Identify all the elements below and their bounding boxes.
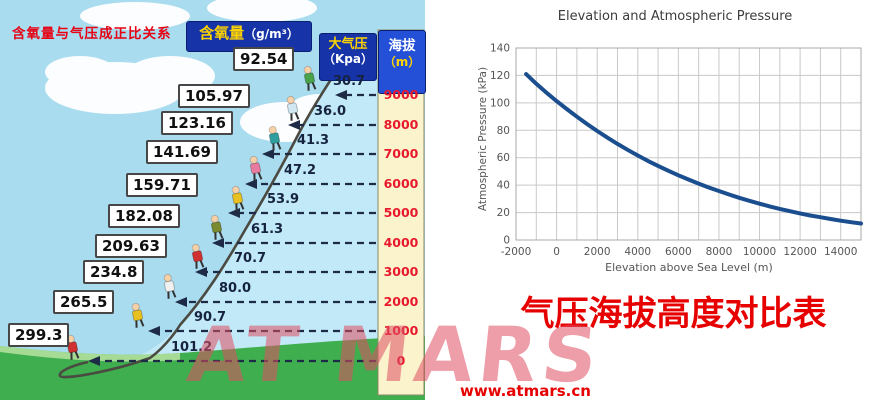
pressure-elevation-chart: Elevation and Atmospheric Pressure Atmos… (455, 3, 870, 288)
elevation-column-header: 海拔 （m） (378, 30, 426, 94)
x-tick-label: 2000 (584, 246, 611, 258)
y-tick-label: 60 (497, 152, 510, 164)
chart-y-axis-label: Atmospheric Pressure (kPa) (477, 66, 489, 212)
y-tick-label: 120 (490, 70, 510, 82)
y-tick-label: 0 (503, 235, 510, 247)
chart-title: Elevation and Atmospheric Pressure (557, 9, 793, 24)
oxygen-value-box: 209.63 (95, 234, 167, 258)
x-tick-label: 0 (553, 246, 560, 258)
oxygen-value-box: 92.54 (233, 47, 295, 71)
climber-figure (163, 273, 177, 299)
elevation-value-label: 9000 (383, 87, 419, 102)
pressure-value-label: 41.3 (297, 133, 330, 148)
y-tick-label: 20 (497, 207, 510, 219)
oxygen-value-box: 265.5 (53, 290, 115, 314)
y-tick-label: 40 (497, 180, 510, 192)
pressure-header-label: 大气压 (328, 37, 368, 52)
y-tick-label: 80 (497, 125, 510, 137)
trail-line (58, 47, 354, 379)
oxygen-pressure-infographic: 含氧量与气压成正比关系 含氧量（g/m³） 大气压 （Kpa） 海拔 （m） 9… (0, 0, 426, 400)
climber-figure (303, 65, 317, 91)
oxygen-value-box: 159.71 (126, 173, 198, 197)
oxygen-header-label: 含氧量 (199, 24, 245, 42)
oxygen-column-header: 含氧量（g/m³） (186, 21, 312, 52)
x-tick-label: 4000 (624, 246, 651, 258)
pressure-value-label: 53.9 (267, 192, 300, 207)
oxygen-header-unit: （g/m³） (244, 27, 299, 41)
elevation-value-label: 4000 (383, 235, 419, 250)
red-caption-text: 气压海拔高度对比表 (520, 296, 827, 333)
pressure-value-label: 101.2 (171, 340, 213, 355)
climber-figure (191, 243, 205, 269)
pressure-value-label: 30.7 (333, 74, 366, 89)
elevation-value-label: 8000 (383, 117, 419, 132)
climber-figure (131, 302, 145, 328)
y-tick-label: 140 (490, 43, 510, 55)
watermark-url: www.atmars.cn (460, 382, 591, 400)
pressure-header-unit: （Kpa） (323, 51, 373, 66)
elevation-value-label: 2000 (383, 294, 419, 309)
climber-figure (268, 125, 282, 151)
elevation-value-label: 0 (396, 353, 406, 368)
pressure-column-header: 大气压 （Kpa） (319, 33, 377, 81)
grass-highlight (0, 346, 180, 362)
climber-figure (286, 95, 300, 121)
oxygen-value-box: 141.69 (146, 140, 218, 164)
oxygen-value-box: 123.16 (161, 111, 233, 135)
x-tick-label: 10000 (743, 246, 776, 258)
x-tick-label: -2000 (501, 246, 532, 258)
pressure-value-label: 47.2 (284, 163, 317, 178)
pressure-curve (524, 72, 863, 226)
pressure-value-label: 90.7 (194, 310, 227, 325)
pressure-value-label: 61.3 (251, 222, 284, 237)
grass-hill (0, 336, 425, 400)
x-tick-label: 8000 (706, 246, 733, 258)
x-tick-label: 12000 (783, 246, 816, 258)
infographic-title: 含氧量与气压成正比关系 (12, 26, 172, 42)
chart-x-axis-label: Elevation above Sea Level (m) (605, 261, 773, 274)
chart-plot-area: -2000 0 2000 4000 6000 8000 10000 12000 14000020… (490, 43, 863, 258)
oxygen-value-box: 105.97 (178, 84, 250, 108)
elevation-value-label: 3000 (383, 264, 419, 279)
y-tick-label: 100 (490, 97, 510, 109)
elevation-value-label: 6000 (383, 176, 419, 191)
elevation-value-label: 7000 (383, 146, 419, 161)
x-tick-label: 14000 (824, 246, 857, 258)
elevation-header-label: 海拔 (388, 38, 416, 54)
elevation-value-label: 1000 (383, 323, 419, 338)
oxygen-value-box: 182.08 (108, 204, 180, 228)
slope-area (60, 44, 378, 376)
pressure-value-label: 80.0 (219, 281, 252, 296)
x-tick-label: 6000 (665, 246, 692, 258)
climber-figure (231, 185, 245, 211)
oxygen-value-box: 234.8 (83, 260, 145, 284)
climber-figure (210, 214, 224, 240)
climber-figure (249, 155, 263, 181)
elevation-value-label: 5000 (383, 205, 419, 220)
pressure-arrows (88, 90, 376, 366)
oxygen-value-box: 299.3 (8, 323, 70, 347)
pressure-value-label: 70.7 (234, 251, 267, 266)
pressure-value-label: 36.0 (314, 104, 347, 119)
elevation-header-unit: （m） (383, 54, 421, 69)
